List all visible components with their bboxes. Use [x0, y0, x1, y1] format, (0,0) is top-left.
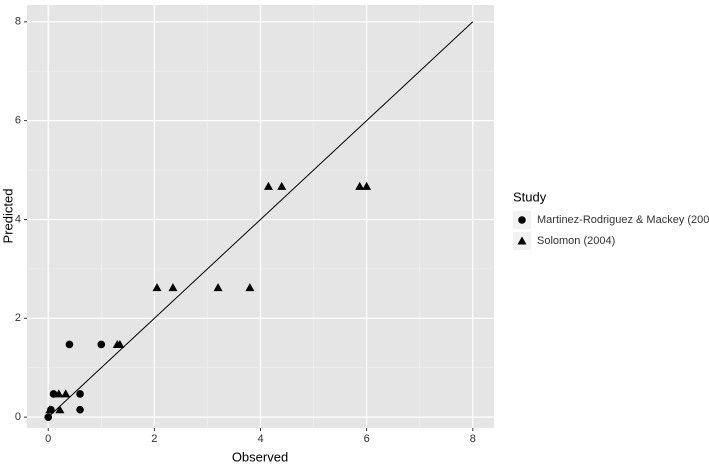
x-tick-label: 2: [151, 433, 157, 445]
y-tick-label: 4: [15, 213, 21, 225]
legend-label: Martinez-Rodriguez & Mackey (2005): [537, 214, 709, 226]
y-axis-title: Predicted: [0, 189, 15, 244]
x-tick-label: 4: [257, 433, 263, 445]
point: [45, 405, 55, 414]
y-tick-label: 2: [15, 312, 21, 324]
point: [65, 340, 74, 349]
point: [44, 413, 53, 421]
point: [97, 340, 106, 349]
point: [152, 283, 162, 292]
x-tick-label: 0: [45, 433, 51, 445]
point: [263, 181, 273, 190]
point: [76, 390, 84, 398]
point: [277, 181, 287, 190]
y-tick-label: 6: [15, 115, 21, 127]
point: [54, 389, 64, 398]
legend-label: Solomon (2004): [537, 235, 615, 247]
x-axis-title: Observed: [232, 449, 288, 464]
point: [115, 339, 125, 348]
y-tick-label: 8: [15, 16, 21, 28]
legend-symbol: [518, 216, 526, 224]
point: [355, 181, 365, 190]
point: [55, 405, 65, 414]
point: [362, 181, 372, 190]
y-tick-label: 0: [15, 411, 21, 423]
x-tick-label: 6: [364, 433, 370, 445]
legend-title: Study: [513, 189, 547, 204]
point: [245, 283, 255, 292]
point: [76, 405, 84, 414]
legend-symbol: [517, 236, 527, 245]
point: [61, 389, 71, 398]
point: [213, 283, 223, 292]
point: [168, 283, 178, 292]
reference-line: [47, 21, 474, 418]
x-tick-label: 8: [470, 433, 476, 445]
